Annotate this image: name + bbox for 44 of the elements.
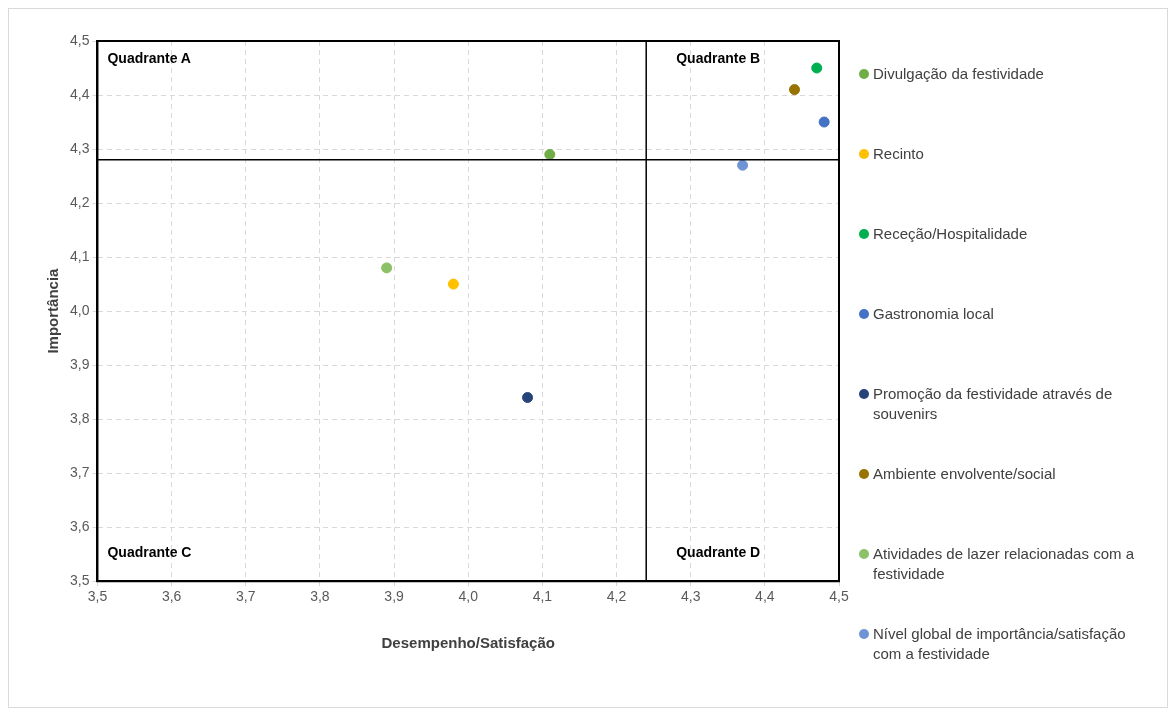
x-tick-label: 3,7: [236, 588, 256, 605]
annotation: Quadrante A: [107, 49, 191, 66]
point: [381, 262, 393, 274]
x-tick-label: 4,1: [532, 588, 553, 605]
x-tick-label: 3,6: [161, 588, 182, 605]
annotation: Quadrante B: [676, 49, 761, 66]
point: [811, 62, 823, 74]
legend-label: Recinto: [873, 144, 924, 164]
x-tick-label: 3,5: [87, 588, 108, 605]
y-tick-label: 3,7: [69, 464, 90, 481]
y-axis-title: Importância: [44, 267, 62, 354]
legend-label: Gastronomia local: [873, 304, 994, 324]
x-tick-label: 4,5: [829, 588, 849, 605]
x-tick-label: 3,8: [310, 588, 330, 605]
y-tick-label: 3,8: [69, 410, 90, 426]
point: [789, 84, 801, 96]
x-tick-label: 4,2: [606, 588, 627, 605]
y-tick-label: 4,2: [69, 193, 90, 210]
y-tick-label: 3,5: [69, 572, 90, 589]
point: [737, 159, 749, 171]
legend-label: Receção/Hospitalidade: [873, 224, 1028, 244]
legend-label: Divulgação da festividade: [873, 64, 1044, 84]
legend-label: Promoção da festividade através de souvenirs: [873, 384, 1114, 424]
y-tick-label: 4,0: [69, 301, 90, 318]
point: [818, 116, 830, 128]
x-tick-label: 4,3: [680, 588, 701, 605]
point: [544, 148, 556, 160]
x-tick-label: 4,4: [755, 588, 775, 605]
point: [522, 392, 534, 404]
point: [447, 278, 459, 290]
y-tick-label: 4,1: [69, 247, 90, 264]
y-tick-label: 4,4: [69, 85, 90, 102]
legend-label: Atividades de lazer relacionadas com a festividade: [873, 544, 1135, 584]
y-tick-label: 3,6: [69, 518, 90, 535]
x-tick-label: 3,9: [384, 588, 405, 605]
y-tick-label: 3,9: [69, 355, 90, 372]
y-tick-label: 4,3: [69, 139, 90, 156]
x-tick-label: 4,0: [458, 588, 479, 605]
annotation: Quadrante C: [107, 544, 192, 561]
annotation: Quadrante D: [676, 544, 761, 561]
legend-label: Ambiente envolvente/social: [873, 464, 1056, 484]
y-tick-label: 4,5: [69, 31, 90, 48]
x-axis-title: Desempenho/Satisfação: [381, 634, 555, 652]
legend-label: Nível global de importância/satisfação com a festividade: [873, 624, 1127, 664]
